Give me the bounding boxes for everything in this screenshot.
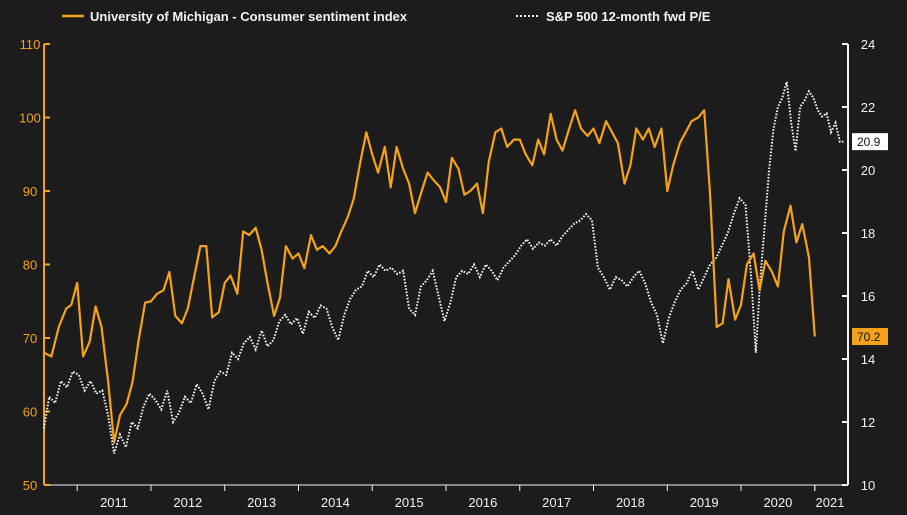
last-value-badge-pe: 20.9 (852, 133, 888, 151)
x-tick-label: 2019 (690, 495, 719, 510)
right-tick-label: 20 (861, 163, 875, 178)
legend-label-sentiment: University of Michigan - Consumer sentim… (90, 9, 408, 24)
left-tick-label: 100 (19, 111, 41, 126)
right-tick-label: 16 (861, 289, 875, 304)
sentiment-badge-text: 70.2 (857, 330, 881, 344)
left-tick-label: 90 (23, 184, 37, 199)
right-tick-label: 22 (861, 100, 875, 115)
x-tick-label: 2012 (173, 495, 202, 510)
right-tick-label: 12 (861, 415, 875, 430)
x-axis-ticks: 2011 2012 2013 2014 2015 2016 2017 2018 2019 2020… (76, 485, 845, 510)
x-tick-label: 2015 (395, 495, 424, 510)
left-tick-label: 60 (23, 405, 37, 420)
right-tick-label: 10 (861, 478, 875, 493)
pe-badge-box (852, 133, 888, 151)
right-tick-label: 18 (861, 226, 875, 241)
right-tick-label: 14 (861, 352, 875, 367)
x-tick-label: 2021 (816, 495, 845, 510)
x-tick-label: 2013 (247, 495, 276, 510)
series-line-sentiment (43, 109, 816, 444)
x-tick-label: 2016 (468, 495, 497, 510)
left-tick-label: 70 (23, 331, 37, 346)
x-tick-label: 2011 (100, 495, 128, 510)
legend-label-pe: S&P 500 12-month fwd P/E (546, 9, 711, 24)
left-tick-label: 110 (20, 37, 41, 52)
x-tick-label: 2020 (763, 495, 792, 510)
x-tick-label: 2014 (321, 495, 350, 510)
left-tick-label: 50 (23, 478, 37, 493)
right-axis-ticks: 10 12 14 16 18 20 22 24 (842, 37, 875, 493)
x-tick-label: 2017 (542, 495, 571, 510)
pe-badge-text: 20.9 (857, 135, 881, 149)
series-line-pe (43, 81, 845, 454)
left-tick-label: 80 (23, 258, 37, 273)
last-value-badge-sentiment: 70.2 (852, 328, 888, 346)
left-axis-ticks: 50 60 70 80 90 100 110 (19, 37, 50, 493)
legend: University of Michigan - Consumer sentim… (62, 9, 711, 24)
x-tick-label: 2018 (616, 495, 645, 510)
sentiment-badge-box (852, 328, 888, 346)
right-tick-label: 24 (861, 37, 875, 52)
